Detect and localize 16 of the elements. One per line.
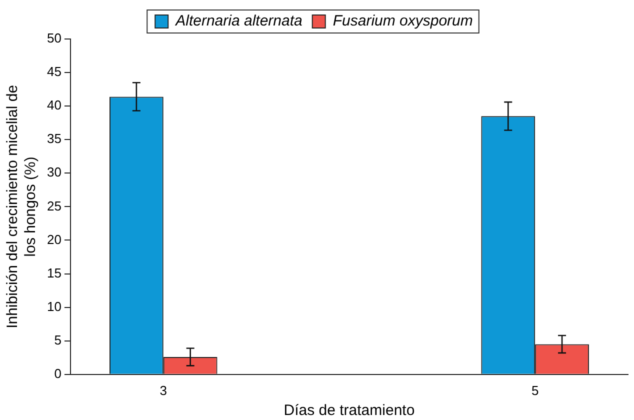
y-tick-label: 35 (46, 131, 62, 146)
y-tick-label: 50 (46, 30, 62, 46)
x-tick-label: 3 (160, 382, 167, 398)
y-tick-label: 30 (46, 164, 62, 180)
legend-label: Alternaria alternata (174, 12, 302, 30)
y-tick-label: 20 (46, 232, 62, 247)
y-tick-label: 0 (54, 366, 62, 381)
y-tick-label: 25 (46, 198, 62, 214)
y-tick-label: 5 (54, 332, 62, 348)
x-axis-title: Días de tratamiento (284, 402, 415, 420)
y-axis-title: Inhibición del crecimiento micelial de los hongos (%) (4, 84, 40, 328)
y-tick-label: 40 (46, 98, 62, 113)
y-tick-label: 45 (46, 64, 62, 80)
legend-label: Fusarium oxysporum (332, 12, 473, 30)
y-tick-label: 15 (46, 265, 62, 280)
y-tick-label: 10 (46, 298, 62, 314)
